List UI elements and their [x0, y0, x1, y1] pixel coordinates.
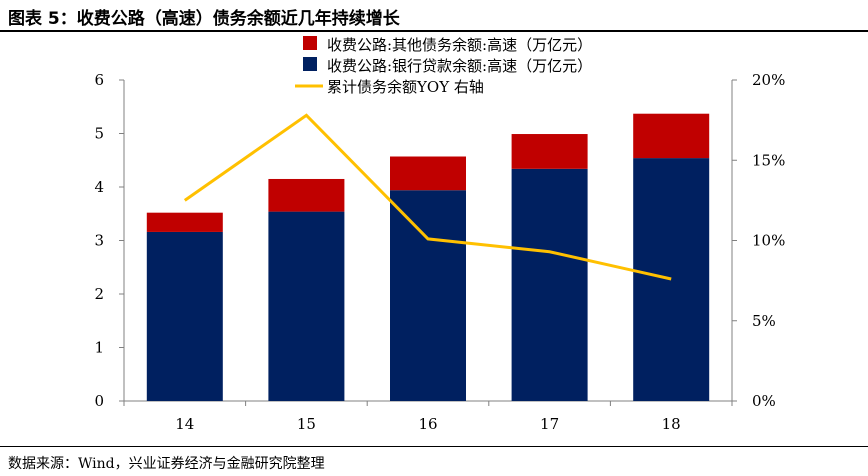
legend-swatch-other-debt	[303, 36, 317, 50]
y-left-tick-label: 1	[94, 339, 104, 357]
figure-title: 图表 5：收费公路（高速）债务余额近几年持续增长	[8, 9, 400, 29]
bar-other-debt	[268, 178, 345, 212]
y-left-tick-label: 0	[94, 392, 104, 410]
bar-bank-loan	[390, 190, 466, 401]
bar-other-debt	[633, 113, 710, 159]
bar-bank-loan	[633, 158, 710, 401]
bar-other-debt	[390, 156, 466, 191]
chart: 0 1 2 3 4 5 6 0% 5% 10% 15% 20% 14 15 16 17 18 收费公路:其他债务…	[94, 36, 785, 433]
legend-label: 累计债务余额YOY 右轴	[327, 78, 484, 96]
legend-label: 收费公路:银行贷款余额:高速（万亿元）	[327, 57, 592, 75]
bar-group	[146, 113, 710, 401]
y-left-tick-label: 6	[94, 71, 104, 89]
y-left-tick-label: 2	[94, 285, 104, 303]
y-left-tick-label: 4	[94, 178, 104, 196]
y-right-tick-label: 10%	[752, 232, 785, 250]
x-tick-label: 16	[418, 415, 437, 433]
bar-bank-loan	[146, 231, 223, 401]
legend: 收费公路:其他债务余额:高速（万亿元） 收费公路:银行贷款余额:高速（万亿元） 累计…	[295, 36, 592, 96]
yoy-line-group	[183, 113, 672, 281]
y-right-tick-label: 0%	[752, 392, 776, 410]
x-tick-label: 17	[540, 415, 559, 433]
x-tick-label: 18	[662, 415, 681, 433]
bar-bank-loan	[511, 168, 588, 401]
y-right-tick-label: 5%	[752, 312, 776, 330]
legend-label: 收费公路:其他债务余额:高速（万亿元）	[327, 36, 592, 54]
y-right-tick-label: 20%	[752, 71, 785, 89]
title-rule	[0, 30, 868, 32]
y-left-tick-label: 3	[94, 232, 104, 250]
x-tick-label: 14	[175, 415, 194, 433]
bar-bank-loan	[268, 211, 345, 401]
y-right-tick-label: 15%	[752, 151, 785, 169]
y-left-tick-label: 5	[94, 125, 104, 143]
yoy-line	[183, 113, 672, 281]
source-note: 数据来源：Wind，兴业证券经济与金融研究院整理	[8, 456, 325, 472]
bottom-rule	[0, 446, 868, 447]
bar-other-debt	[146, 212, 223, 232]
bar-other-debt	[511, 134, 588, 169]
legend-swatch-bank-loan	[303, 57, 317, 71]
x-tick-label: 15	[297, 415, 316, 433]
